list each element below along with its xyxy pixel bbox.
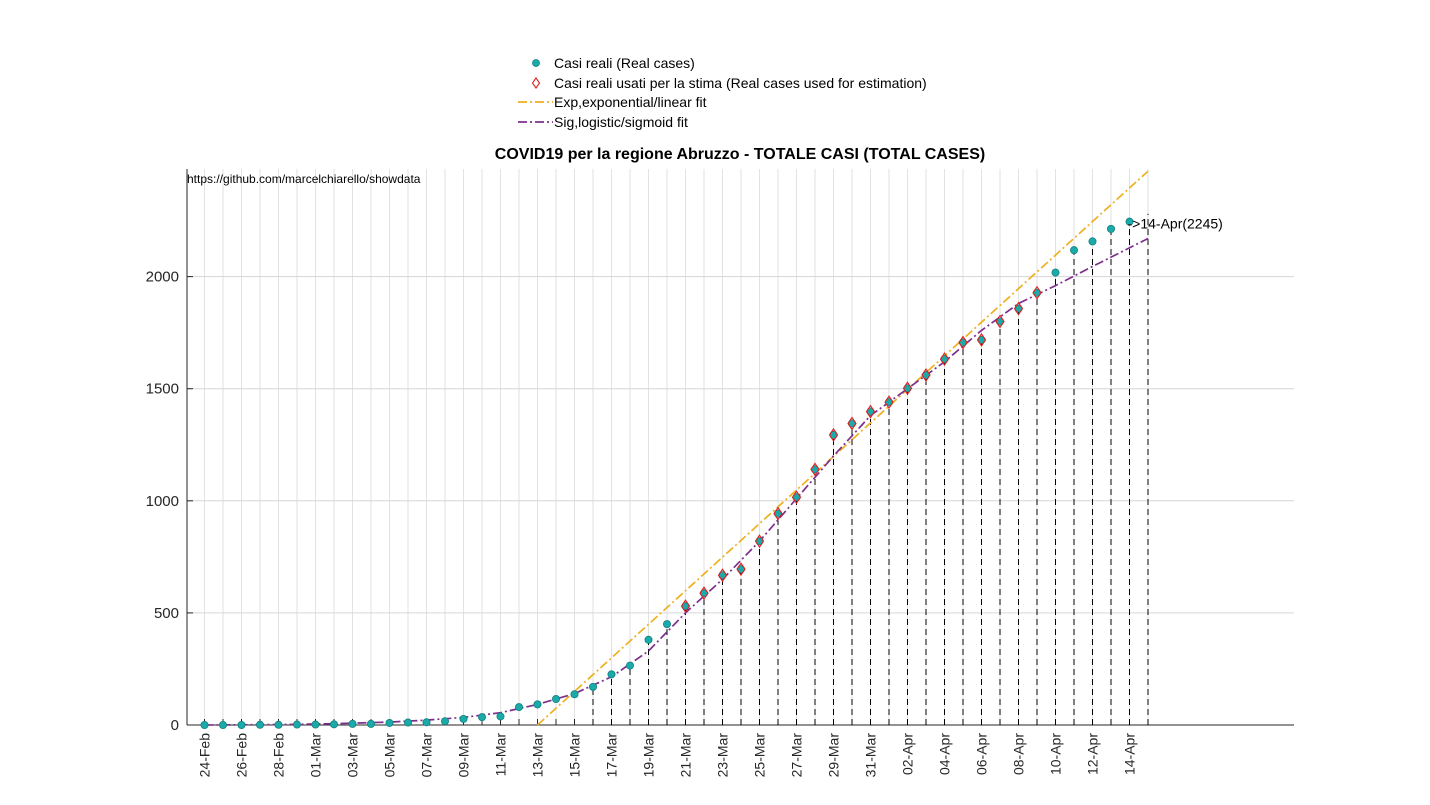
x-tick-label: 17-Mar bbox=[604, 733, 620, 778]
real-case-point bbox=[200, 721, 209, 730]
x-tick-label: 28-Feb bbox=[271, 733, 287, 778]
estimation-point bbox=[717, 568, 728, 583]
x-tick-label: 08-Apr bbox=[1011, 733, 1027, 775]
real-case-point bbox=[552, 694, 561, 703]
estimation-point bbox=[958, 335, 968, 350]
legend-label: Casi reali (Real cases) bbox=[554, 55, 695, 71]
x-tick-label: 01-Mar bbox=[308, 733, 324, 778]
x-tick-label: 23-Mar bbox=[715, 733, 731, 778]
x-tick-label: 31-Mar bbox=[863, 733, 879, 778]
estimation-point bbox=[921, 368, 931, 383]
real-case-point bbox=[570, 690, 579, 699]
real-case-point bbox=[348, 719, 357, 728]
real-case-point bbox=[1070, 246, 1079, 255]
exp-fit-line bbox=[536, 170, 1149, 726]
drop-lines bbox=[592, 213, 1149, 725]
real-case-point bbox=[440, 717, 449, 726]
real-case-point bbox=[1088, 237, 1097, 246]
real-case-point bbox=[515, 703, 524, 712]
estimation-point bbox=[847, 416, 857, 431]
y-tick-label: 2000 bbox=[146, 269, 179, 286]
legend-marker-real-cases bbox=[532, 59, 540, 67]
x-tick-label: 09-Mar bbox=[456, 733, 472, 778]
x-tick-label: 19-Mar bbox=[641, 733, 657, 778]
x-tick-label: 14-Apr bbox=[1122, 733, 1138, 775]
estimation-point bbox=[902, 381, 913, 396]
last-value-annotation: ->14-Apr(2245) bbox=[1128, 216, 1223, 232]
real-case-point bbox=[403, 718, 412, 727]
real-case-point bbox=[329, 720, 338, 729]
x-tick-label: 27-Mar bbox=[789, 733, 805, 778]
x-tick-label: 25-Mar bbox=[752, 733, 768, 778]
x-tick-label: 13-Mar bbox=[530, 733, 546, 778]
legend-label: Exp,exponential/linear fit bbox=[554, 94, 707, 110]
real-case-point bbox=[477, 713, 486, 722]
x-tick-label: 04-Apr bbox=[937, 733, 953, 775]
real-case-point bbox=[366, 719, 375, 728]
x-tick-label: 10-Apr bbox=[1048, 733, 1064, 775]
real-case-point bbox=[589, 682, 598, 691]
real-case-point bbox=[311, 720, 320, 729]
x-tick-label: 06-Apr bbox=[974, 733, 990, 775]
watermark-text: https://github.com/marcelchiarello/showd… bbox=[187, 172, 421, 186]
estimation-point bbox=[939, 352, 950, 367]
estimation-point bbox=[791, 490, 802, 505]
real-case-point bbox=[422, 718, 431, 727]
x-tick-label: 29-Mar bbox=[826, 733, 842, 778]
x-tick-label: 03-Mar bbox=[345, 733, 361, 778]
estimation-point bbox=[810, 462, 820, 477]
x-tick-label: 05-Mar bbox=[382, 733, 398, 778]
estimation-point bbox=[680, 599, 691, 614]
y-tick-label: 1000 bbox=[146, 493, 179, 510]
estimation-point bbox=[736, 562, 746, 577]
y-tick-label: 500 bbox=[154, 605, 179, 622]
x-tick-label: 02-Apr bbox=[900, 733, 916, 775]
x-tick-label: 26-Feb bbox=[234, 733, 250, 778]
estimation-point bbox=[865, 404, 876, 419]
x-tick-label: 07-Mar bbox=[419, 733, 435, 778]
estimation-point bbox=[1013, 301, 1024, 316]
estimation-point bbox=[773, 506, 783, 521]
real-case-point bbox=[237, 721, 246, 730]
real-case-point bbox=[607, 670, 616, 679]
x-tick-label: 21-Mar bbox=[678, 733, 694, 778]
real-case-point bbox=[292, 720, 301, 729]
real-case-point bbox=[459, 714, 468, 723]
real-case-point bbox=[274, 720, 283, 729]
estimation-point bbox=[884, 395, 894, 410]
x-tick-label: 24-Feb bbox=[197, 733, 213, 778]
real-case-point bbox=[1125, 217, 1134, 226]
estimation-point bbox=[699, 586, 709, 601]
estimation-point bbox=[995, 314, 1005, 329]
real-case-point bbox=[626, 661, 635, 670]
legend-label: Sig,logistic/sigmoid fit bbox=[554, 114, 688, 130]
real-case-point bbox=[663, 620, 672, 629]
real-case-point bbox=[533, 700, 542, 709]
real-case-point bbox=[1107, 224, 1116, 233]
real-case-point bbox=[218, 721, 227, 730]
real-case-point bbox=[1051, 268, 1060, 277]
estimation-point bbox=[1032, 285, 1042, 300]
estimation-point bbox=[754, 534, 765, 549]
x-tick-label: 15-Mar bbox=[567, 733, 583, 778]
legend-label: Casi reali usati per la stima (Real case… bbox=[554, 75, 927, 91]
chart-title: COVID19 per la regione Abruzzo - TOTALE … bbox=[495, 146, 985, 163]
estimation-point bbox=[976, 332, 987, 347]
real-case-point bbox=[644, 635, 653, 644]
y-tick-label: 1500 bbox=[146, 381, 179, 398]
labels: 0 500 1000 1500 2000 24-Feb 26-Feb 28-Feb 01-Mar… bbox=[146, 216, 1223, 778]
legend: Casi reali (Real cases) Casi reali usati … bbox=[518, 55, 927, 130]
x-tick-label: 11-Mar bbox=[493, 733, 509, 777]
estimation-point bbox=[828, 427, 839, 442]
x-tick-label: 12-Apr bbox=[1085, 733, 1101, 775]
y-tick-label: 0 bbox=[171, 717, 179, 734]
real-case-point bbox=[496, 712, 505, 721]
legend-marker-estimation bbox=[531, 77, 541, 89]
real-case-point bbox=[385, 718, 394, 727]
real-case-point bbox=[255, 720, 264, 729]
series bbox=[200, 170, 1149, 730]
sigmoid-fit-line bbox=[204, 237, 1149, 726]
